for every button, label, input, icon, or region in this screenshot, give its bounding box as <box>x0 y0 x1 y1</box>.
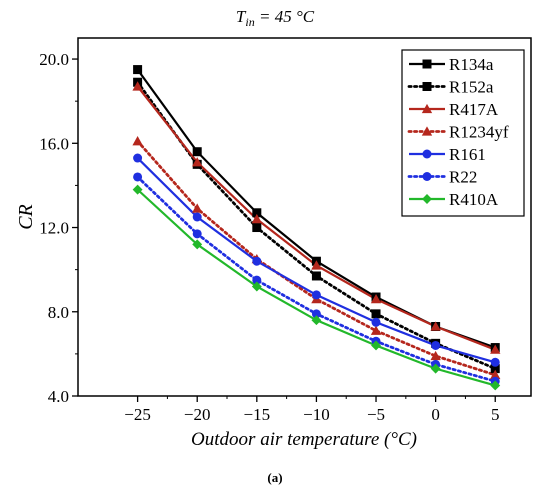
data-point-diamond <box>422 194 432 204</box>
y-tick-label: 8.0 <box>48 303 69 322</box>
data-point-diamond <box>132 184 143 195</box>
data-point-square <box>192 147 202 157</box>
chart-title-main: T <box>236 7 247 26</box>
data-point-diamond <box>311 315 322 326</box>
legend-label: R134a <box>449 55 494 74</box>
data-point-square <box>252 223 262 233</box>
x-tick-label: −5 <box>367 405 385 424</box>
data-point-triangle <box>132 81 143 91</box>
x-tick-label: −15 <box>244 405 271 424</box>
y-tick-label: 4.0 <box>48 387 69 406</box>
plot-area-frame <box>77 37 532 397</box>
data-point-square <box>311 271 321 281</box>
y-tick-label: 16.0 <box>39 134 69 153</box>
y-tick-label: 12.0 <box>39 219 69 238</box>
data-point-circle <box>192 229 202 239</box>
y-tick-label: 20.0 <box>39 50 69 69</box>
chart-title-rest: = 45 °C <box>255 7 315 26</box>
data-point-triangle <box>490 344 501 354</box>
data-point-square <box>422 59 432 69</box>
data-point-circle <box>252 275 262 285</box>
data-point-circle <box>422 172 432 181</box>
legend-label: R410A <box>449 190 499 209</box>
legend-label: R152a <box>449 78 494 97</box>
data-point-square <box>490 364 500 374</box>
data-point-triangle <box>311 260 322 270</box>
x-tick-label: −25 <box>124 405 151 424</box>
legend-label: R22 <box>449 168 477 187</box>
data-point-triangle <box>430 350 441 361</box>
data-point-circle <box>371 317 381 327</box>
x-tick-label: 5 <box>491 405 500 424</box>
data-point-triangle <box>132 136 143 146</box>
series-markers <box>132 65 501 391</box>
data-point-triangle <box>192 157 203 167</box>
data-point-diamond <box>251 281 262 292</box>
data-point-circle <box>252 256 262 266</box>
data-point-circle <box>422 149 432 159</box>
data-point-circle <box>490 357 500 367</box>
x-tick-label: −10 <box>303 405 330 424</box>
legend-label: R417A <box>449 100 499 119</box>
data-point-circle <box>311 309 321 319</box>
figure-caption: (a) <box>267 470 282 485</box>
data-point-triangle <box>421 126 433 136</box>
data-point-circle <box>311 290 321 300</box>
chart-title-subscript: in <box>245 15 254 29</box>
data-point-circle <box>192 212 202 222</box>
data-point-triangle <box>421 103 433 114</box>
data-point-diamond <box>371 340 381 351</box>
series-line-r410a <box>136 188 496 387</box>
data-point-triangle <box>251 213 262 224</box>
data-point-square <box>371 309 381 319</box>
data-point-square <box>133 65 143 75</box>
data-point-circle <box>133 172 143 182</box>
data-point-triangle <box>370 325 382 335</box>
data-point-triangle <box>430 321 441 331</box>
data-point-square <box>252 208 262 218</box>
legend-label: R161 <box>449 145 486 164</box>
data-point-circle <box>431 340 441 350</box>
data-point-diamond <box>490 380 501 391</box>
y-axis: 4.0 8.0 12.0 16.0 20.0 <box>39 50 78 406</box>
data-point-triangle <box>490 369 501 380</box>
x-axis: −25 −20 −15 −10 −5 0 5 <box>124 396 499 424</box>
data-point-triangle <box>370 293 382 304</box>
legend: R134a R152a R417A R1234yf R161 R22 R410A <box>401 49 525 217</box>
y-axis-label: CR <box>15 204 37 230</box>
data-point-diamond <box>430 363 441 374</box>
data-point-square <box>422 82 432 91</box>
data-point-triangle <box>192 203 203 213</box>
x-axis-label: Outdoor air temperature (°C) <box>191 429 417 450</box>
chart-title: Tin = 45 °C <box>236 7 315 29</box>
data-point-circle <box>133 153 143 163</box>
x-tick-label: 0 <box>431 405 440 424</box>
x-tick-label: −20 <box>184 405 211 424</box>
legend-label: R1234yf <box>449 123 509 142</box>
legend-box <box>401 49 525 217</box>
data-point-diamond <box>192 239 203 250</box>
